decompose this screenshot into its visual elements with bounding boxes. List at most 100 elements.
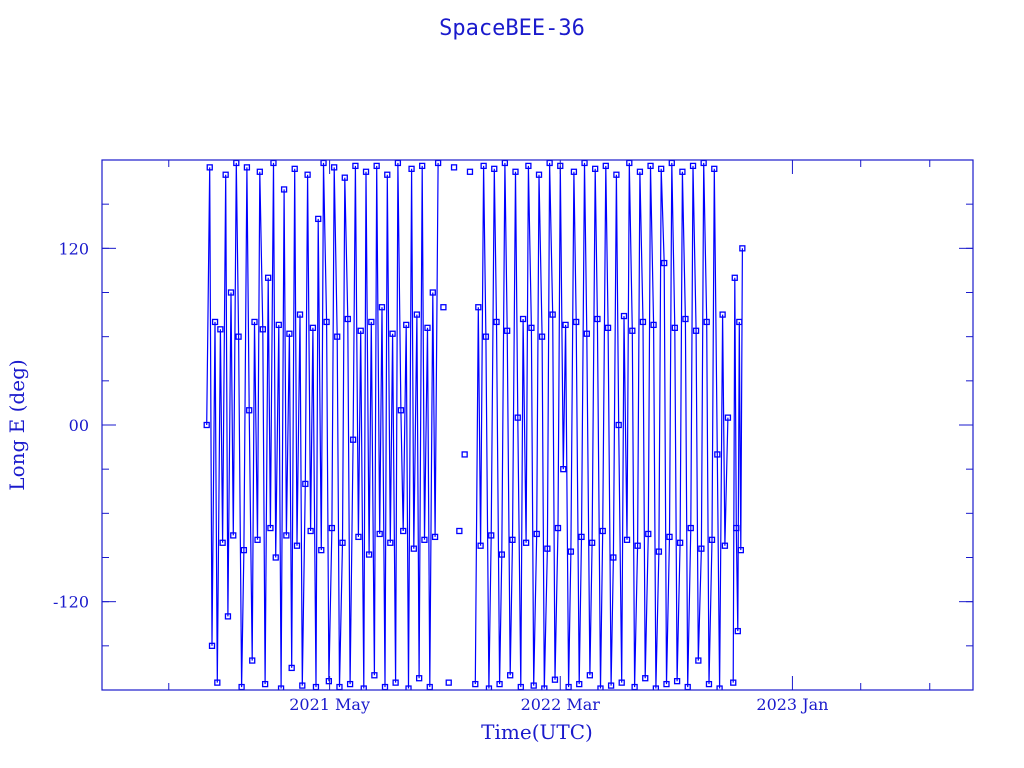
data-point <box>283 532 290 539</box>
data-point <box>647 162 654 170</box>
y-tick-label: 00 <box>69 416 89 435</box>
data-point <box>570 168 578 175</box>
data-point <box>352 162 359 170</box>
data-point <box>496 680 503 688</box>
data-point <box>620 312 628 320</box>
data-point <box>695 657 702 664</box>
data-point <box>365 551 373 558</box>
data-point <box>724 414 732 421</box>
data-point <box>415 675 423 682</box>
data-point <box>594 315 601 323</box>
data-point <box>472 680 479 688</box>
data-point <box>408 165 415 172</box>
data-point <box>254 536 261 543</box>
series-line <box>206 162 439 689</box>
data-point <box>291 165 298 172</box>
data-point <box>562 321 569 329</box>
data-point <box>541 685 548 690</box>
data-point <box>578 533 585 541</box>
data-point <box>623 536 631 543</box>
data-point <box>227 289 235 296</box>
data-point <box>259 326 266 333</box>
data-point <box>613 171 620 178</box>
data-point <box>477 542 484 549</box>
data-point <box>719 311 726 318</box>
data-point <box>597 685 604 690</box>
data-point <box>251 318 258 326</box>
data-point <box>514 414 521 421</box>
data-point <box>592 165 599 172</box>
data-point <box>554 524 562 532</box>
data-point <box>739 245 746 252</box>
data-point <box>692 327 700 334</box>
data-point <box>309 324 317 331</box>
data-point <box>671 324 678 331</box>
data-point <box>512 168 519 175</box>
data-point <box>538 333 546 340</box>
data-point <box>689 162 697 170</box>
data-point <box>328 524 336 532</box>
data-point <box>588 539 596 546</box>
data-point <box>214 679 221 686</box>
x-axis-label: Time(UTC) <box>481 720 593 744</box>
data-point <box>376 530 383 538</box>
data-point <box>525 162 532 170</box>
data-point <box>277 685 285 690</box>
data-point <box>498 551 505 558</box>
data-point <box>522 539 530 546</box>
data-point <box>331 164 338 171</box>
data-point <box>346 680 354 688</box>
data-point <box>507 672 514 679</box>
data-point <box>642 675 649 682</box>
data-point <box>636 168 644 175</box>
axes: 120 00 -120 2021 May 2022 Mar 2023 Jan <box>53 160 973 714</box>
data-point <box>368 318 375 326</box>
data-point <box>431 533 439 541</box>
y-tick-label: -120 <box>53 593 89 612</box>
data-point <box>466 168 474 175</box>
data-point <box>666 533 673 541</box>
data-point <box>286 330 293 337</box>
data-point <box>461 451 468 458</box>
data-point <box>349 436 357 443</box>
data-point <box>482 333 490 340</box>
data-point <box>387 539 394 546</box>
data-point <box>698 545 705 552</box>
data-series <box>203 160 746 690</box>
data-point <box>378 304 386 311</box>
data-point <box>211 318 219 326</box>
data-point <box>421 536 428 543</box>
data-point <box>362 168 370 175</box>
data-point <box>615 421 622 429</box>
data-point <box>599 527 606 535</box>
data-point <box>389 330 396 337</box>
data-point <box>240 546 248 554</box>
data-point <box>491 165 498 172</box>
data-point <box>249 657 256 664</box>
data-point <box>261 680 269 688</box>
data-point <box>673 678 681 685</box>
data-point <box>267 524 274 532</box>
data-point <box>480 162 487 170</box>
data-point <box>573 318 580 326</box>
data-point <box>206 164 213 171</box>
data-point <box>711 165 718 172</box>
data-point <box>355 533 362 541</box>
data-point <box>456 527 463 535</box>
data-point <box>410 545 417 552</box>
data-point <box>275 321 282 329</box>
data-point <box>419 162 426 170</box>
data-point <box>679 168 686 175</box>
data-point <box>341 174 348 181</box>
data-point <box>714 451 721 458</box>
data-point <box>519 315 527 323</box>
data-point <box>533 530 540 538</box>
data-point <box>682 315 689 323</box>
data-point <box>392 679 399 686</box>
data-point <box>549 311 556 318</box>
data-point <box>708 536 716 543</box>
data-point <box>445 679 452 686</box>
data-point <box>716 685 723 690</box>
data-point <box>299 682 306 689</box>
data-point <box>604 324 612 331</box>
